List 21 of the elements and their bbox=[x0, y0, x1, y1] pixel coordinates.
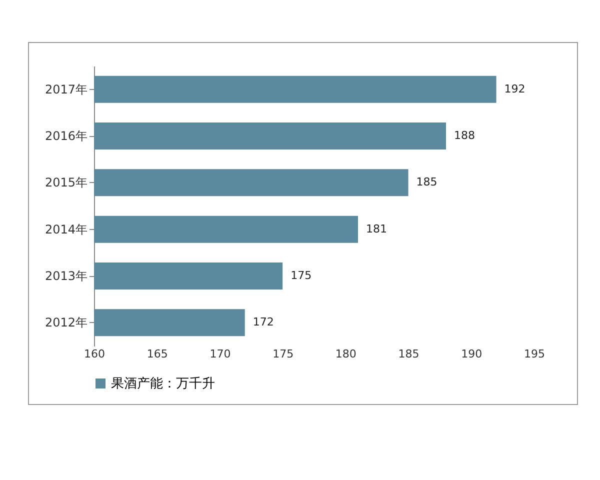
data-label: 192 bbox=[504, 82, 526, 96]
data-label: 172 bbox=[252, 316, 274, 329]
y-tick-label: 2015年 bbox=[44, 176, 88, 190]
y-tick-label: 2012年 bbox=[44, 316, 88, 330]
data-label: 188 bbox=[454, 129, 475, 142]
data-label: 185 bbox=[416, 176, 438, 189]
legend-label: 果酒产能：万千升 bbox=[111, 376, 215, 392]
x-tick-label: 160 bbox=[84, 348, 105, 360]
y-tick-label: 2014年 bbox=[44, 222, 88, 236]
y-tick-label: 2016年 bbox=[44, 129, 88, 143]
y-tick-label: 2017年 bbox=[44, 82, 88, 96]
x-tick-label: 185 bbox=[398, 348, 420, 360]
x-tick-label: 175 bbox=[272, 348, 294, 360]
x-tick-label: 180 bbox=[335, 348, 356, 360]
x-tick-label: 195 bbox=[524, 348, 545, 360]
data-label: 181 bbox=[366, 222, 387, 236]
x-tick-label: 190 bbox=[461, 348, 482, 360]
y-tick-label: 2013年 bbox=[44, 269, 88, 283]
data-label: 175 bbox=[290, 269, 312, 282]
x-tick-label: 170 bbox=[210, 348, 231, 360]
x-tick-label: 165 bbox=[146, 348, 168, 360]
